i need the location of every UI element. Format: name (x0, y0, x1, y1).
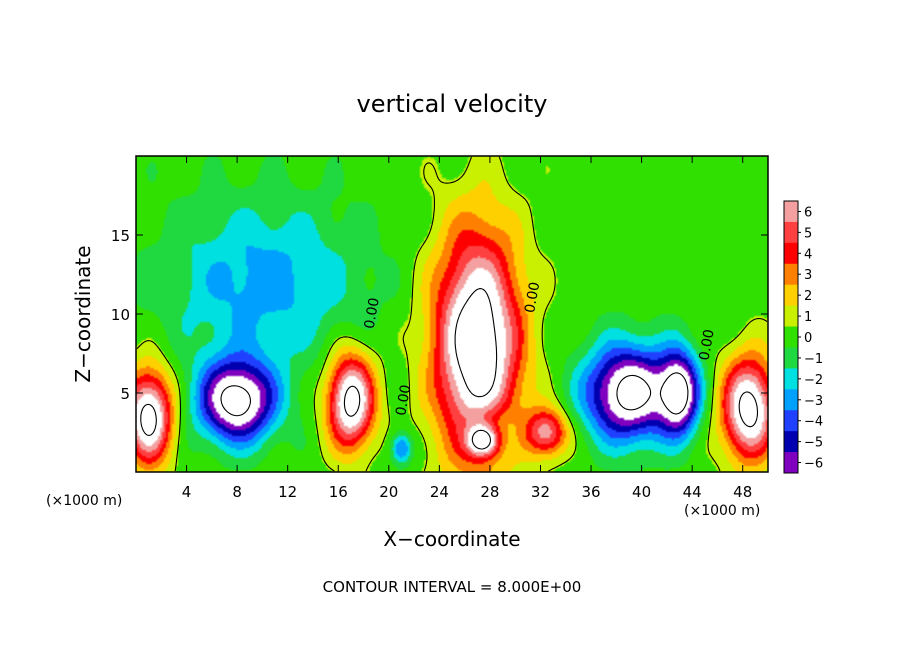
colorbar-label: −6 (804, 457, 823, 472)
contour-labels: 0.00 0.00 0.00 0.00 (362, 281, 718, 417)
colorbar-swatch (784, 431, 798, 453)
contour-lines (136, 156, 768, 472)
colorbar: 6 5 4 3 2 1 0 −1 −2 −3 −4 −5 −6 (783, 200, 823, 474)
x-tick-label: 36 (581, 483, 600, 501)
x-tick-label: 20 (379, 483, 398, 501)
colorbar-label: 5 (804, 226, 812, 241)
colorbar-label: −1 (804, 352, 823, 367)
colorbar-swatch (784, 284, 798, 307)
colorbar-label: −5 (804, 436, 823, 451)
colorbar-swatch (784, 347, 798, 369)
colorbar-swatch (784, 201, 798, 223)
y-tick-label: 5 (120, 385, 130, 403)
y-tick-label: 15 (111, 227, 130, 245)
x-tick-label: 24 (430, 483, 449, 501)
y-axis-label: Z−coordinate (71, 245, 95, 382)
y-tick-label: 10 (111, 306, 130, 324)
y-axis-unit: (×1000 m) (46, 493, 122, 509)
colorbar-swatch (784, 389, 798, 411)
contour-line-level-0.6 (136, 156, 768, 472)
colorbar-swatch (784, 221, 798, 244)
contour-line-level--8 (220, 372, 689, 417)
colorbar-label: 3 (804, 268, 812, 283)
x-axis-ticks: 4 8 12 16 20 24 28 32 36 40 44 48 (182, 156, 752, 501)
colorbar-label: −4 (804, 415, 823, 430)
colorbar-swatch (784, 410, 798, 432)
x-tick-label: 8 (232, 483, 242, 501)
colorbar-label: 1 (804, 310, 812, 325)
x-tick-label: 12 (278, 483, 297, 501)
colorbar-swatch (784, 263, 798, 286)
x-tick-label: 40 (632, 483, 651, 501)
contour-value-label: 0.00 (522, 281, 543, 314)
colorbar-swatch (784, 368, 798, 390)
x-tick-label: 44 (683, 483, 702, 501)
contour-interval-note: CONTOUR INTERVAL = 8.000E+00 (323, 578, 582, 596)
chart-title: vertical velocity (357, 90, 548, 118)
colorbar-swatch (784, 326, 798, 348)
x-tick-label: 16 (329, 483, 348, 501)
contour-value-label: 0.00 (697, 328, 718, 361)
x-tick-label: 28 (480, 483, 499, 501)
contour-value-label: 0.00 (362, 297, 383, 330)
x-tick-label: 48 (733, 483, 752, 501)
x-axis-label: X−coordinate (383, 527, 520, 551)
contour-value-label: 0.00 (393, 383, 414, 416)
plot-area: 0.000.000.000.00 4 8 12 16 20 24 28 32 36 40 44 48 … (111, 155, 769, 501)
colorbar-label: 0 (804, 331, 812, 346)
colorbar-swatch (784, 452, 798, 474)
colorbar-swatch (784, 305, 798, 328)
x-tick-label: 32 (531, 483, 550, 501)
colorbar-label: 4 (804, 247, 812, 262)
y-axis-ticks: 5 10 15 (111, 227, 768, 403)
colorbar-swatch (784, 242, 798, 265)
x-tick-label: 4 (182, 483, 192, 501)
colorbar-label: −2 (804, 373, 823, 388)
colorbar-label: 6 (804, 205, 812, 220)
colorbar-label: 2 (804, 289, 812, 304)
contour-line-level-8 (140, 288, 759, 450)
x-axis-unit: (×1000 m) (684, 503, 760, 519)
colorbar-label: −3 (804, 394, 823, 409)
velocity-field-shading (136, 156, 768, 472)
